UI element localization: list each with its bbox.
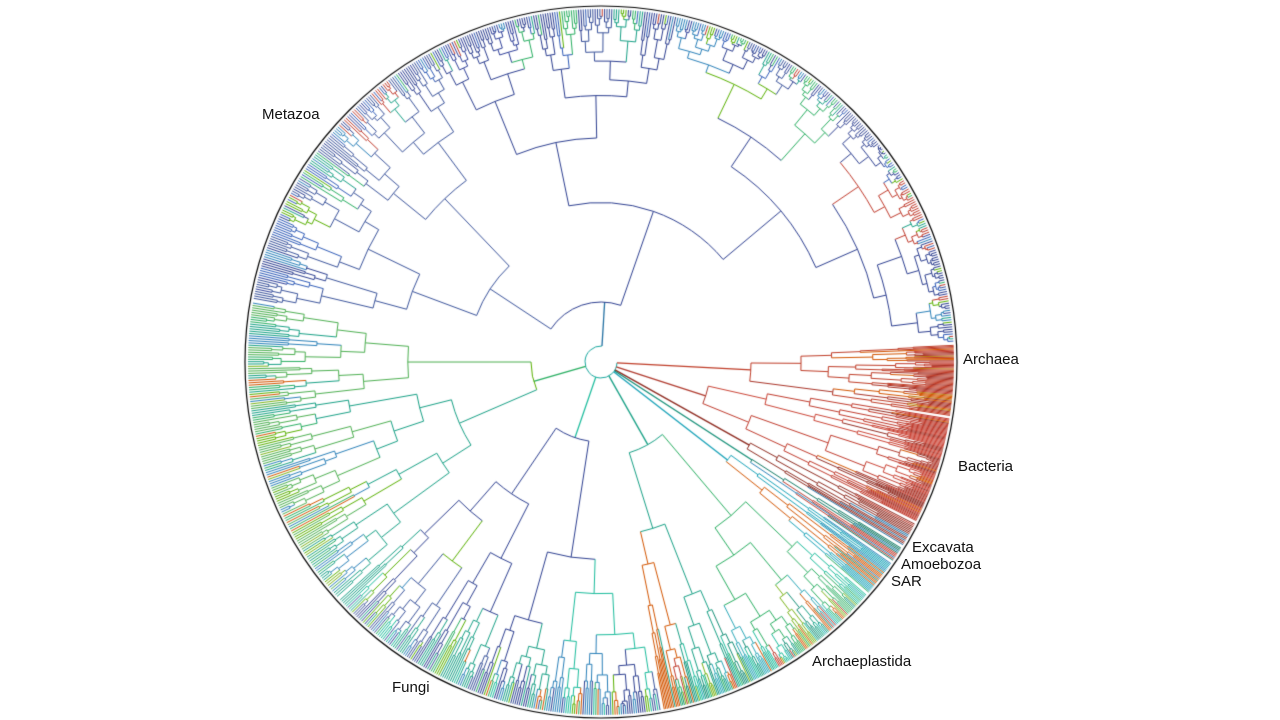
clade-label-archaea: Archaea [963,351,1019,368]
clade-label-excavata: Excavata [912,539,974,556]
clade-label-metazoa: Metazoa [262,106,320,123]
clade-label-amoebozoa: Amoebozoa [901,556,982,573]
clade-label-bacteria: Bacteria [958,458,1014,475]
clade-label-archaeplastida: Archaeplastida [812,653,912,670]
clade-label-fungi: Fungi [392,679,430,696]
clade-label-sar: SAR [891,573,922,590]
